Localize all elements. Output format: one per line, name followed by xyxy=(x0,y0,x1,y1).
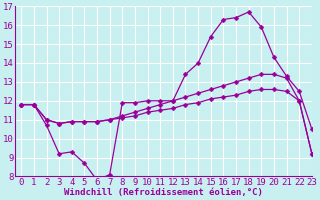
X-axis label: Windchill (Refroidissement éolien,°C): Windchill (Refroidissement éolien,°C) xyxy=(64,188,263,197)
